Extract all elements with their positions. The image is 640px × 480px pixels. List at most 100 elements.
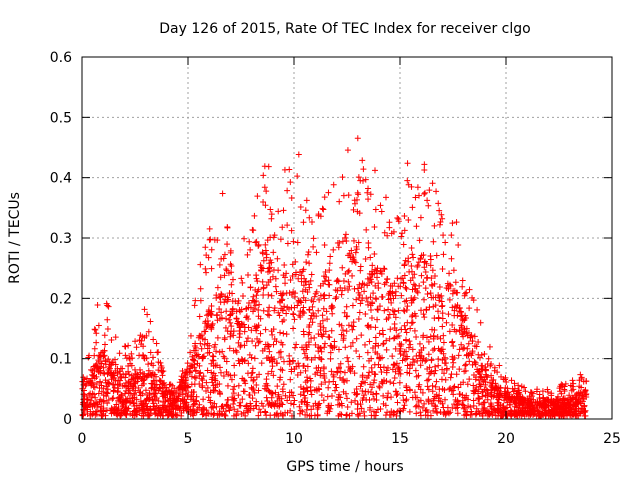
data-point: [534, 386, 541, 393]
data-point: [448, 232, 455, 239]
data-point: [454, 410, 461, 417]
data-point: [235, 392, 242, 399]
data-point: [268, 211, 275, 218]
data-point: [348, 247, 355, 254]
data-point: [384, 364, 391, 371]
data-point: [183, 401, 190, 408]
data-point: [161, 402, 168, 409]
data-point: [330, 246, 337, 253]
data-point: [409, 297, 416, 304]
data-point: [335, 346, 342, 353]
data-point: [376, 383, 383, 390]
data-point: [92, 326, 99, 333]
data-point: [84, 375, 91, 382]
data-point: [579, 392, 586, 399]
data-point: [570, 386, 577, 393]
data-point: [304, 374, 311, 381]
data-point: [444, 404, 451, 411]
data-point: [227, 330, 234, 337]
data-point: [428, 275, 435, 282]
data-point: [255, 339, 262, 346]
data-point: [356, 309, 363, 316]
data-point: [143, 332, 150, 339]
data-point: [431, 363, 438, 370]
data-point: [98, 382, 105, 389]
data-point: [226, 345, 233, 352]
data-point: [392, 368, 399, 375]
data-point: [417, 409, 424, 416]
data-point: [152, 387, 159, 394]
data-point: [449, 220, 456, 227]
data-point: [106, 363, 113, 370]
data-point: [257, 315, 264, 322]
data-point: [279, 401, 286, 408]
data-point: [206, 342, 213, 349]
data-point: [100, 397, 107, 404]
data-point: [271, 307, 278, 314]
data-point: [254, 193, 261, 200]
data-point: [187, 349, 194, 356]
data-point: [262, 247, 269, 254]
data-point: [467, 404, 474, 411]
data-points: [79, 135, 590, 419]
data-point: [411, 310, 418, 317]
data-point: [422, 285, 429, 292]
data-point: [92, 394, 99, 401]
data-point: [287, 400, 294, 407]
data-point: [271, 305, 278, 312]
data-point: [122, 390, 129, 397]
data-point: [517, 398, 524, 405]
data-point: [197, 297, 204, 304]
data-point: [220, 373, 227, 380]
data-point: [302, 367, 309, 374]
data-point: [169, 382, 176, 389]
data-point: [401, 298, 408, 305]
data-point: [527, 396, 534, 403]
data-point: [383, 346, 390, 353]
data-point: [354, 405, 361, 412]
data-point: [271, 232, 278, 239]
data-point: [208, 265, 215, 272]
data-point: [363, 226, 370, 233]
data-point: [163, 387, 170, 394]
data-point: [401, 213, 408, 220]
data-point: [461, 292, 468, 299]
data-point: [140, 377, 147, 384]
data-point: [372, 282, 379, 289]
data-point: [372, 343, 379, 350]
data-point: [214, 284, 221, 291]
data-point: [539, 401, 546, 408]
data-point: [266, 348, 273, 355]
data-point: [263, 188, 270, 195]
data-point: [309, 303, 316, 310]
data-point: [196, 401, 203, 408]
data-point: [350, 237, 357, 244]
data-point: [187, 365, 194, 372]
data-point: [328, 393, 335, 400]
data-point: [305, 248, 312, 255]
data-point: [91, 402, 98, 409]
data-point: [127, 410, 134, 417]
data-point: [249, 297, 256, 304]
data-point: [372, 371, 379, 378]
data-point: [159, 412, 166, 419]
data-point: [565, 409, 572, 416]
data-point: [325, 189, 332, 196]
data-point: [386, 224, 393, 231]
data-point: [231, 383, 238, 390]
data-point: [200, 396, 207, 403]
data-point: [90, 410, 97, 417]
data-point: [499, 392, 506, 399]
data-point: [290, 288, 297, 295]
data-point: [497, 384, 504, 391]
data-point: [295, 298, 302, 305]
data-point: [235, 357, 242, 364]
data-point: [96, 378, 103, 385]
data-point: [306, 306, 313, 313]
data-point: [103, 383, 110, 390]
data-point: [180, 400, 187, 407]
data-point: [110, 370, 117, 377]
data-point: [453, 289, 460, 296]
data-point: [191, 381, 198, 388]
data-point: [327, 349, 334, 356]
